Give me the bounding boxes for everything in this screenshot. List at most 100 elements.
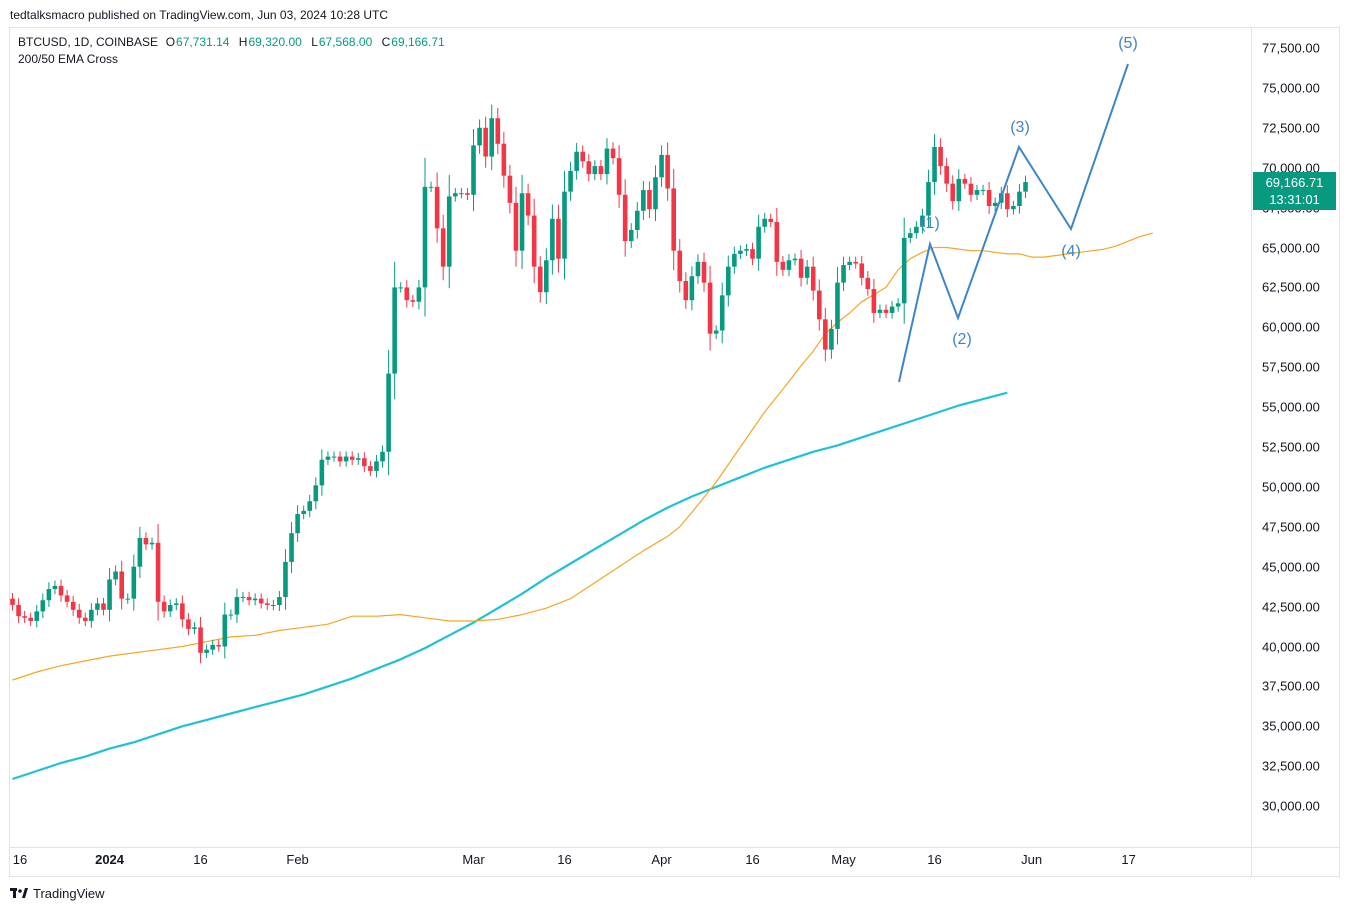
candle [410, 294, 416, 307]
candle [40, 593, 46, 619]
candle [289, 522, 294, 574]
candle-body [362, 458, 367, 467]
candle-body [22, 616, 27, 618]
candle [622, 179, 628, 257]
candle [616, 144, 622, 208]
candle-body [956, 178, 962, 202]
candle [137, 526, 143, 578]
candle [713, 325, 719, 339]
candle [586, 154, 592, 182]
candle-body [16, 605, 21, 617]
candle [944, 157, 949, 193]
candle-body [307, 501, 313, 511]
candle-body [410, 300, 416, 302]
candle-body [750, 249, 755, 259]
candle-body [568, 170, 573, 192]
chart-frame[interactable] [9, 27, 1340, 877]
candle [489, 104, 495, 171]
candle-body [289, 533, 294, 562]
wave-label[interactable]: (3) [1010, 119, 1030, 136]
candle [180, 595, 185, 628]
candle [325, 451, 331, 465]
candle [920, 208, 925, 234]
candle [647, 181, 652, 218]
candle [1011, 200, 1016, 215]
candle-body [319, 459, 325, 486]
candle [76, 603, 82, 624]
candle-body [295, 514, 300, 534]
candle [835, 267, 840, 345]
low-value: 67,568.00 [318, 35, 373, 49]
ema-50-series-line [12, 232, 1154, 681]
candle [283, 549, 288, 610]
candle [871, 279, 877, 323]
candle [592, 160, 598, 181]
candle [531, 198, 537, 284]
candle-body [101, 603, 106, 610]
candle [331, 451, 337, 462]
candle [926, 169, 931, 228]
candle-body [871, 288, 877, 313]
candle [392, 261, 397, 400]
candle [810, 256, 816, 301]
candle-body [920, 215, 925, 227]
candle-body [404, 287, 410, 301]
candle-body [768, 218, 774, 222]
candle [956, 169, 962, 211]
candle-body [398, 287, 404, 289]
candle [750, 242, 755, 266]
price-axis-label: 72,500.00 [1262, 120, 1320, 136]
candle [719, 282, 725, 344]
candle-body [483, 127, 488, 157]
last-price: 69,166.71 [1265, 175, 1324, 190]
candle-body [556, 218, 561, 259]
wave-label[interactable]: (4) [1061, 243, 1081, 260]
candle-body [732, 253, 737, 267]
candle [52, 580, 58, 595]
time-axis-separator [9, 847, 1340, 848]
high-value: 69,320.00 [248, 35, 302, 49]
brand-name: TradingView [33, 886, 105, 901]
candle-body [125, 598, 131, 600]
candle-body [10, 598, 15, 606]
candle-body [580, 151, 586, 162]
tradingview-brand[interactable]: TradingView [10, 886, 105, 901]
candle [131, 554, 137, 611]
candle-body [780, 261, 786, 270]
candle-body [167, 605, 173, 612]
candle-body [137, 537, 143, 567]
candle [865, 271, 871, 296]
candle [398, 282, 404, 293]
wave-label[interactable]: (5) [1118, 35, 1138, 52]
candle-body [495, 118, 501, 144]
candle [907, 227, 913, 244]
wave-path[interactable] [898, 63, 1129, 383]
candle-body [525, 193, 531, 216]
candle-body [28, 617, 33, 621]
indicator-legend[interactable]: 200/50 EMA Cross [18, 52, 119, 66]
symbol-legend[interactable]: BTCUSD, 1D, COINBASE O67,731.14 H69,320.… [18, 35, 451, 49]
price-axis-label: 50,000.00 [1262, 479, 1320, 495]
candle-body [446, 196, 452, 267]
candle [695, 254, 701, 284]
candle [859, 255, 865, 286]
wave-label[interactable]: (1) [920, 215, 940, 232]
candle [725, 255, 731, 307]
candle-body [192, 627, 197, 629]
candle-body [392, 287, 397, 374]
candle-body [228, 614, 234, 616]
elliott-wave-drawing[interactable] [898, 63, 1129, 383]
candle [974, 184, 980, 201]
candle-body [756, 226, 761, 259]
candle-body [531, 215, 537, 267]
candle [804, 259, 810, 285]
wave-label[interactable]: (2) [952, 331, 972, 348]
candle-body [258, 598, 264, 604]
time-axis-label: Apr [651, 852, 672, 867]
candle [513, 186, 519, 267]
candle-body [986, 190, 992, 207]
symbol-info[interactable]: BTCUSD, 1D, COINBASE [18, 35, 159, 49]
candle [877, 304, 883, 319]
time-axis-label: 16 [927, 852, 942, 867]
